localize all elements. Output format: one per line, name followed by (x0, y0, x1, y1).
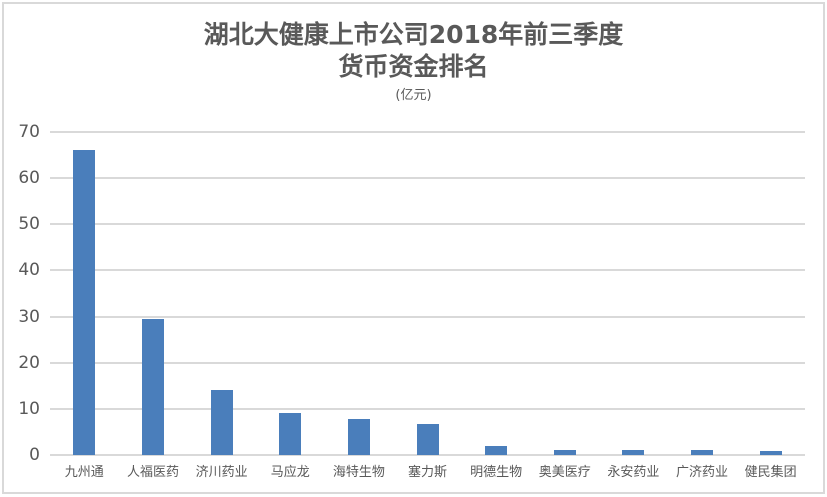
bar-8 (622, 449, 645, 455)
x-category-label: 广济药业 (676, 465, 729, 480)
bar-0 (73, 149, 96, 455)
bar-3 (279, 413, 302, 455)
x-category-label: 明德生物 (470, 465, 523, 480)
bar-5 (416, 424, 439, 455)
bar-10 (759, 450, 782, 455)
gridline-10 (50, 407, 805, 410)
bar-9 (691, 449, 714, 455)
y-tick-label: 70 (18, 122, 40, 142)
bar-4 (347, 419, 370, 455)
y-tick-label: 60 (18, 168, 40, 189)
x-category-label: 奥美医疗 (538, 465, 591, 480)
x-category-label: 九州通 (64, 465, 104, 480)
x-category-label: 塞力斯 (407, 465, 447, 480)
x-category-label: 健民集团 (744, 465, 797, 480)
x-category-label: 济川药业 (195, 465, 248, 480)
y-tick-label: 30 (18, 306, 40, 327)
x-category-label: 海特生物 (332, 465, 385, 480)
bar-6 (485, 445, 508, 455)
bar-7 (553, 449, 576, 455)
gridline-20 (50, 361, 805, 364)
gridline-60 (50, 177, 805, 180)
y-tick-label: 0 (29, 445, 40, 465)
gridline-30 (50, 315, 805, 318)
gridline-70 (50, 131, 805, 133)
y-tick-label: 10 (18, 398, 40, 419)
x-category-label: 马应龙 (270, 465, 310, 480)
y-tick-label: 40 (18, 260, 40, 281)
gridline-40 (50, 269, 805, 272)
chart-unit-label: (亿元) (395, 88, 432, 103)
y-tick-label: 50 (18, 214, 40, 235)
bar-2 (210, 389, 233, 455)
plot-area (50, 131, 805, 456)
gridline-0 (50, 454, 805, 456)
chart-title-line2: 货币资金排名 (338, 52, 489, 81)
x-category-label: 永安药业 (607, 465, 660, 480)
bar-1 (141, 318, 164, 455)
chart-title-line1: 湖北大健康上市公司2018年前三季度 (203, 20, 624, 49)
y-tick-label: 20 (18, 352, 40, 373)
gridline-50 (50, 223, 805, 226)
x-category-label: 人福医药 (126, 465, 179, 480)
